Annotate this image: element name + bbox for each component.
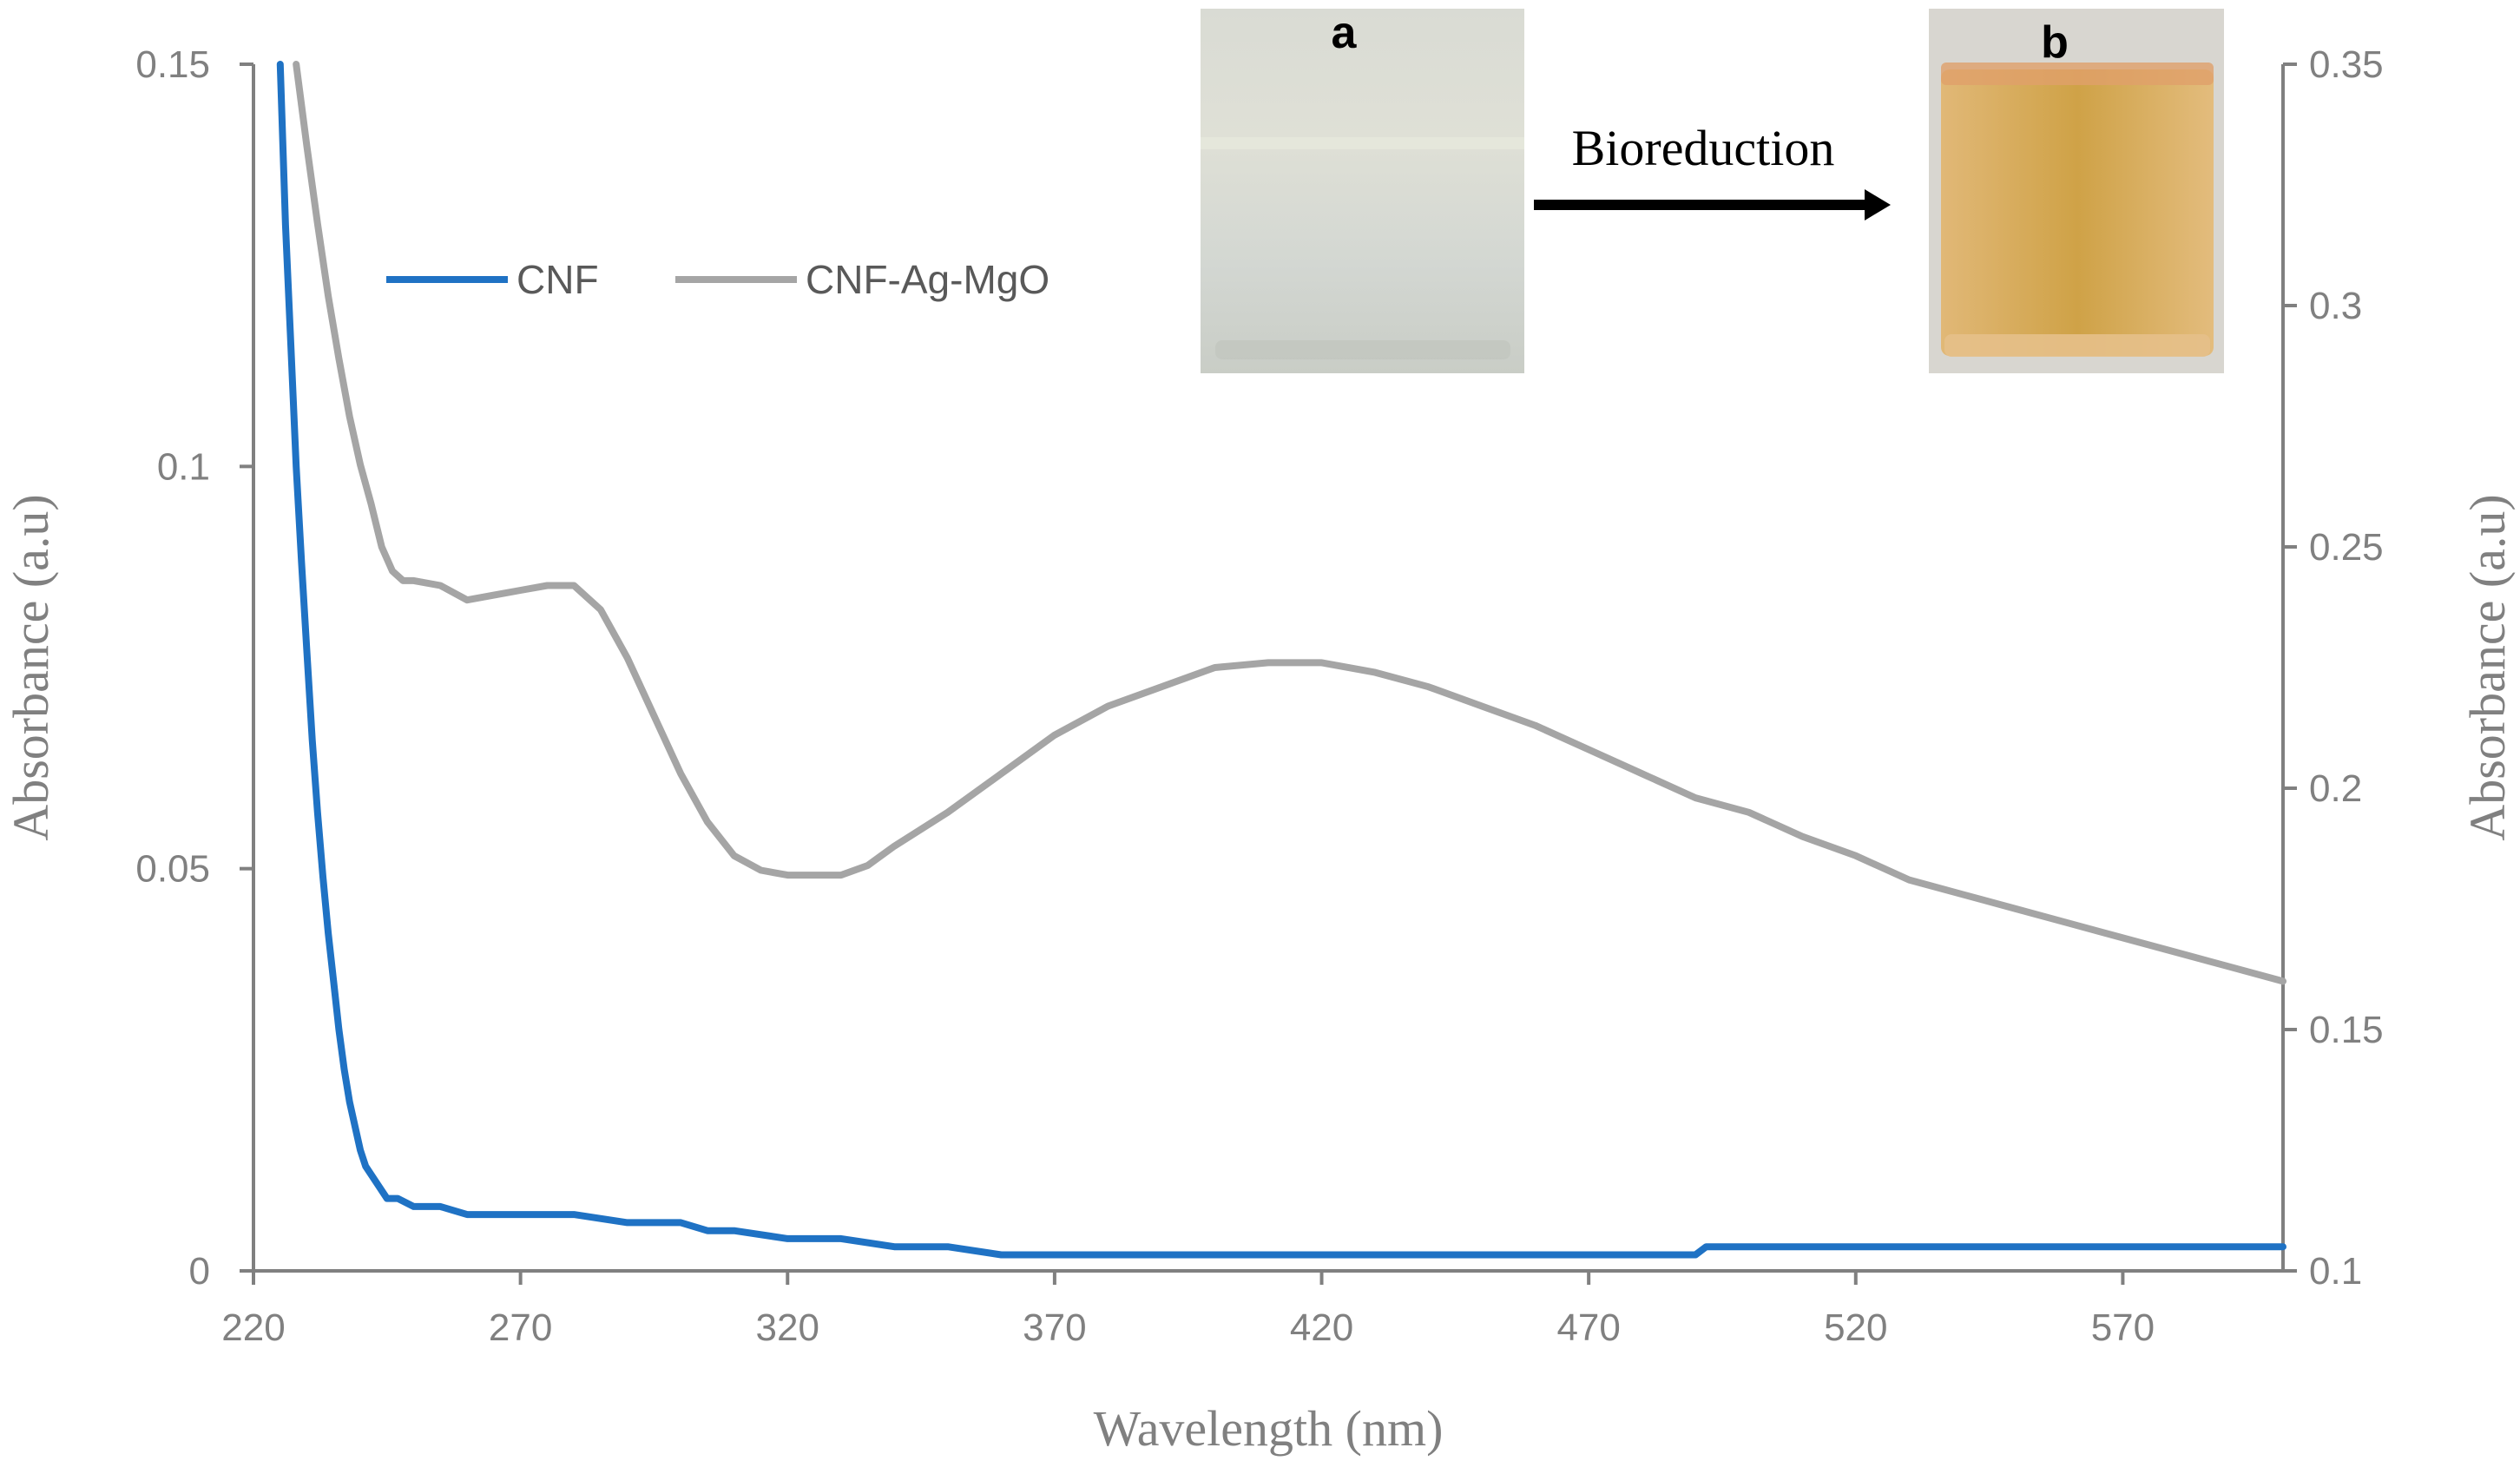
x-tick-marks: 220 270 320 370 420 470 520 570 bbox=[221, 1271, 2155, 1349]
vial-photo-b bbox=[1941, 69, 2214, 356]
x-tick-label: 470 bbox=[1556, 1306, 1620, 1349]
y-right-tick-label: 0.35 bbox=[2309, 43, 2384, 86]
x-tick-label: 220 bbox=[221, 1306, 285, 1349]
y-left-tick-label: 0 bbox=[189, 1250, 210, 1293]
y-left-tick-label: 0.1 bbox=[157, 445, 210, 488]
y-right-tick-label: 0.25 bbox=[2309, 526, 2384, 569]
inset-photo-b: b bbox=[1929, 9, 2224, 373]
bioreduction-label: Bioreduction bbox=[1572, 120, 1835, 176]
arrow-head bbox=[1865, 189, 1891, 220]
y-right-tick-marks: 0.1 0.15 0.2 0.25 0.3 0.35 bbox=[2283, 43, 2384, 1293]
x-axis-title: Wavelength (nm) bbox=[1094, 1400, 1444, 1457]
x-tick-label: 520 bbox=[1824, 1306, 1887, 1349]
y-left-tick-marks: 0 0.05 0.1 0.15 bbox=[135, 43, 253, 1293]
bioreduction-arrow: Bioreduction bbox=[1534, 120, 1891, 220]
vial-photo-b-rim bbox=[1941, 63, 2214, 85]
vial-photo-b-base bbox=[1944, 334, 2210, 357]
y-right-axis-title: Absorbance (a.u) bbox=[2459, 494, 2516, 840]
legend-label-cnf: CNF bbox=[517, 257, 599, 302]
legend-label-cnf-ag-mgo: CNF-Ag-MgO bbox=[806, 257, 1049, 302]
inset-label-b: b bbox=[2041, 17, 2069, 68]
y-right-tick-label: 0.2 bbox=[2309, 767, 2362, 810]
legend: CNF CNF-Ag-MgO bbox=[386, 257, 1049, 302]
y-left-tick-label: 0.15 bbox=[135, 43, 210, 86]
inset-photo-a: a bbox=[1201, 8, 1524, 373]
y-right-tick-label: 0.15 bbox=[2309, 1009, 2384, 1051]
x-tick-label: 370 bbox=[1023, 1306, 1086, 1349]
x-tick-label: 570 bbox=[2091, 1306, 2155, 1349]
x-tick-label: 270 bbox=[489, 1306, 552, 1349]
vial-photo-a bbox=[1201, 9, 1524, 373]
y-right-tick-label: 0.1 bbox=[2309, 1250, 2362, 1293]
inset-label-a: a bbox=[1332, 8, 1358, 58]
axes bbox=[252, 64, 2285, 1273]
x-tick-label: 420 bbox=[1290, 1306, 1353, 1349]
vial-photo-a-liquid-line bbox=[1201, 137, 1524, 149]
x-tick-label: 320 bbox=[756, 1306, 819, 1349]
vial-photo-a-base bbox=[1215, 340, 1510, 359]
y-left-tick-label: 0.05 bbox=[135, 848, 210, 891]
y-right-tick-label: 0.3 bbox=[2309, 285, 2362, 327]
series-line-cnf-ag-mgo bbox=[293, 61, 2286, 985]
y-left-axis-title: Absorbance (a.u) bbox=[3, 494, 59, 840]
series-line-cnf bbox=[276, 61, 2286, 1259]
